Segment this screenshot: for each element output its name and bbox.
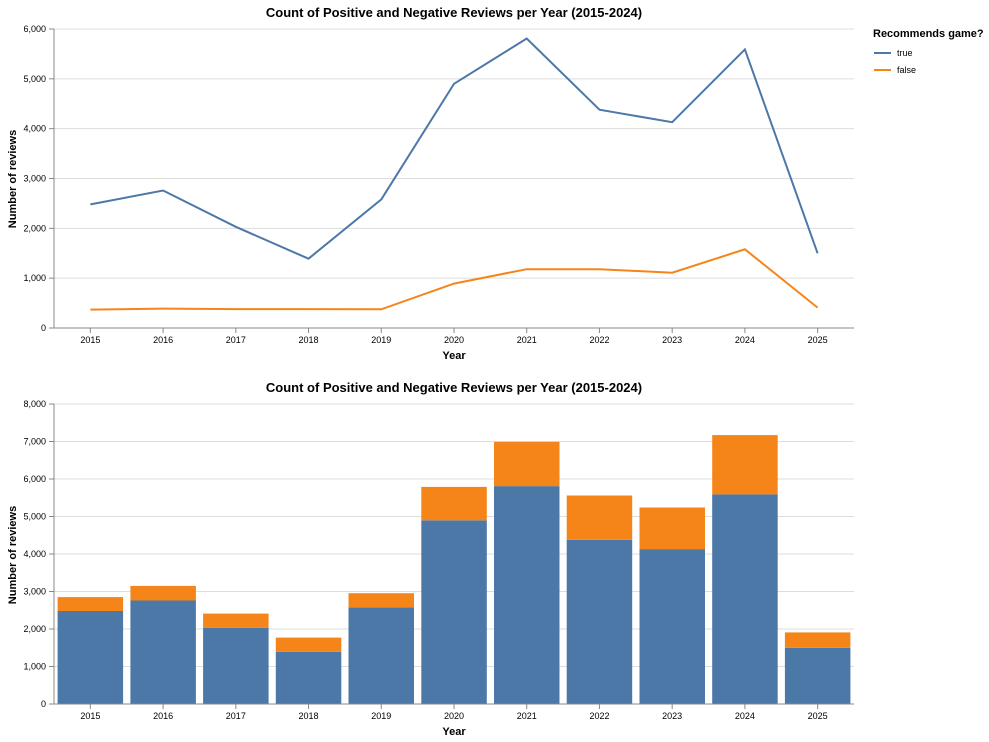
line-chart-title: Count of Positive and Negative Reviews p… — [266, 5, 642, 20]
bar-2023-true — [639, 549, 705, 704]
line-chart-y-tick-label: 5,000 — [23, 74, 46, 84]
bar-chart-x-tick-label: 2017 — [226, 711, 246, 721]
bar-2024-true — [712, 494, 778, 704]
bar-2025-true — [784, 647, 851, 705]
line-chart-y-axis: 0 1,000 2,000 3,000 4,000 5,000 6,000 — [23, 24, 55, 333]
line-chart-x-tick-label: 2021 — [517, 335, 537, 345]
line-chart-series — [90, 37, 819, 311]
bar-2020-true — [421, 520, 487, 705]
bar-2017-false — [203, 613, 269, 628]
bar-2019-false — [348, 593, 414, 608]
line-chart-x-tick-label: 2018 — [299, 335, 319, 345]
line-chart-y-tick-label: 1,000 — [23, 273, 46, 283]
bar-2018-true — [275, 651, 342, 704]
line-chart-y-tick-label: 3,000 — [23, 174, 46, 184]
line-chart-y-tick-label: 2,000 — [23, 223, 46, 233]
bar-2016-false — [130, 585, 196, 601]
bar-chart-y-tick-label: 7,000 — [23, 437, 46, 447]
bar-2017-true — [203, 627, 269, 704]
line-chart-x-tick-label: 2017 — [226, 335, 246, 345]
bar-chart-x-tick-label: 2018 — [299, 711, 319, 721]
line-chart-x-tick-label: 2025 — [808, 335, 828, 345]
bar-chart-y-tick-label: 1,000 — [23, 662, 46, 672]
line-chart-y-axis-title: Number of reviews — [7, 130, 19, 228]
legend-title: Recommends game? — [873, 28, 984, 40]
line-chart-x-tick-label: 2024 — [735, 335, 755, 345]
bar-chart-title: Count of Positive and Negative Reviews p… — [266, 380, 642, 395]
line-chart-x-axis: 2015 2016 2017 2018 2019 2020 2021 2022 2023 2024… — [54, 327, 854, 345]
bar-chart-y-tick-label: 8,000 — [23, 399, 46, 409]
line-chart-x-tick-label: 2016 — [153, 335, 173, 345]
bar-chart-x-tick-label: 2019 — [371, 711, 391, 721]
bar-2019-true — [348, 607, 414, 705]
legend: Recommends game? true false — [873, 28, 984, 75]
line-chart-y-tick-label: 6,000 — [23, 24, 46, 34]
bar-chart-y-tick-label: 6,000 — [23, 474, 46, 484]
bar-chart: Count of Positive and Negative Reviews p… — [7, 380, 854, 738]
bar-chart-y-axis: 0 1,000 2,000 3,000 4,000 5,000 6,000 7,000 8,00… — [23, 399, 55, 709]
line-chart-y-tick-label: 4,000 — [23, 124, 46, 134]
bar-chart-y-tick-label: 5,000 — [23, 512, 46, 522]
bar-chart-y-axis-title: Number of reviews — [7, 506, 19, 604]
bar-chart-y-tick-label: 0 — [41, 699, 46, 709]
line-chart-x-tick-label: 2015 — [80, 335, 100, 345]
line-chart-x-tick-label: 2022 — [589, 335, 609, 345]
bar-chart-y-tick-label: 4,000 — [23, 549, 46, 559]
legend-label-false: false — [897, 65, 916, 75]
line-chart-x-axis-title: Year — [442, 350, 466, 362]
bar-2022-true — [566, 539, 633, 705]
bar-chart-x-tick-label: 2025 — [808, 711, 828, 721]
bar-2023-false — [639, 507, 705, 550]
bar-2021-true — [494, 486, 560, 704]
legend-label-true: true — [897, 48, 913, 58]
bar-2020-false — [421, 486, 487, 521]
bar-chart-x-tick-label: 2015 — [80, 711, 100, 721]
bar-chart-y-tick-label: 2,000 — [23, 624, 46, 634]
bar-2015-false — [57, 597, 124, 611]
bar-chart-y-tick-label: 3,000 — [23, 587, 46, 597]
line-chart-gridlines — [54, 28, 854, 329]
bar-chart-x-tick-label: 2020 — [444, 711, 464, 721]
line-chart: Count of Positive and Negative Reviews p… — [7, 5, 854, 362]
bar-2016-true — [130, 600, 196, 704]
line-chart-x-tick-label: 2023 — [662, 335, 682, 345]
bar-chart-x-tick-label: 2022 — [589, 711, 609, 721]
line-chart-y-tick-label: 0 — [41, 323, 46, 333]
bar-chart-x-tick-label: 2021 — [517, 711, 537, 721]
bar-chart-x-axis: 2015 2016 2017 2018 2019 2020 2021 2022 2023 2024… — [54, 703, 854, 721]
line-chart-x-tick-label: 2020 — [444, 335, 464, 345]
bar-2021-false — [494, 441, 560, 487]
bar-chart-x-tick-label: 2024 — [735, 711, 755, 721]
line-series-false — [90, 248, 819, 311]
bar-2015-true — [57, 611, 124, 704]
line-chart-x-tick-label: 2019 — [371, 335, 391, 345]
bar-chart-x-axis-title: Year — [442, 726, 466, 738]
bar-chart-x-tick-label: 2023 — [662, 711, 682, 721]
bar-2018-false — [275, 637, 342, 652]
bar-2024-false — [712, 435, 778, 495]
bar-2025-false — [784, 632, 851, 648]
line-series-true — [90, 37, 819, 260]
bar-2022-false — [566, 495, 633, 540]
bar-chart-bars — [57, 435, 851, 705]
bar-chart-x-tick-label: 2016 — [153, 711, 173, 721]
